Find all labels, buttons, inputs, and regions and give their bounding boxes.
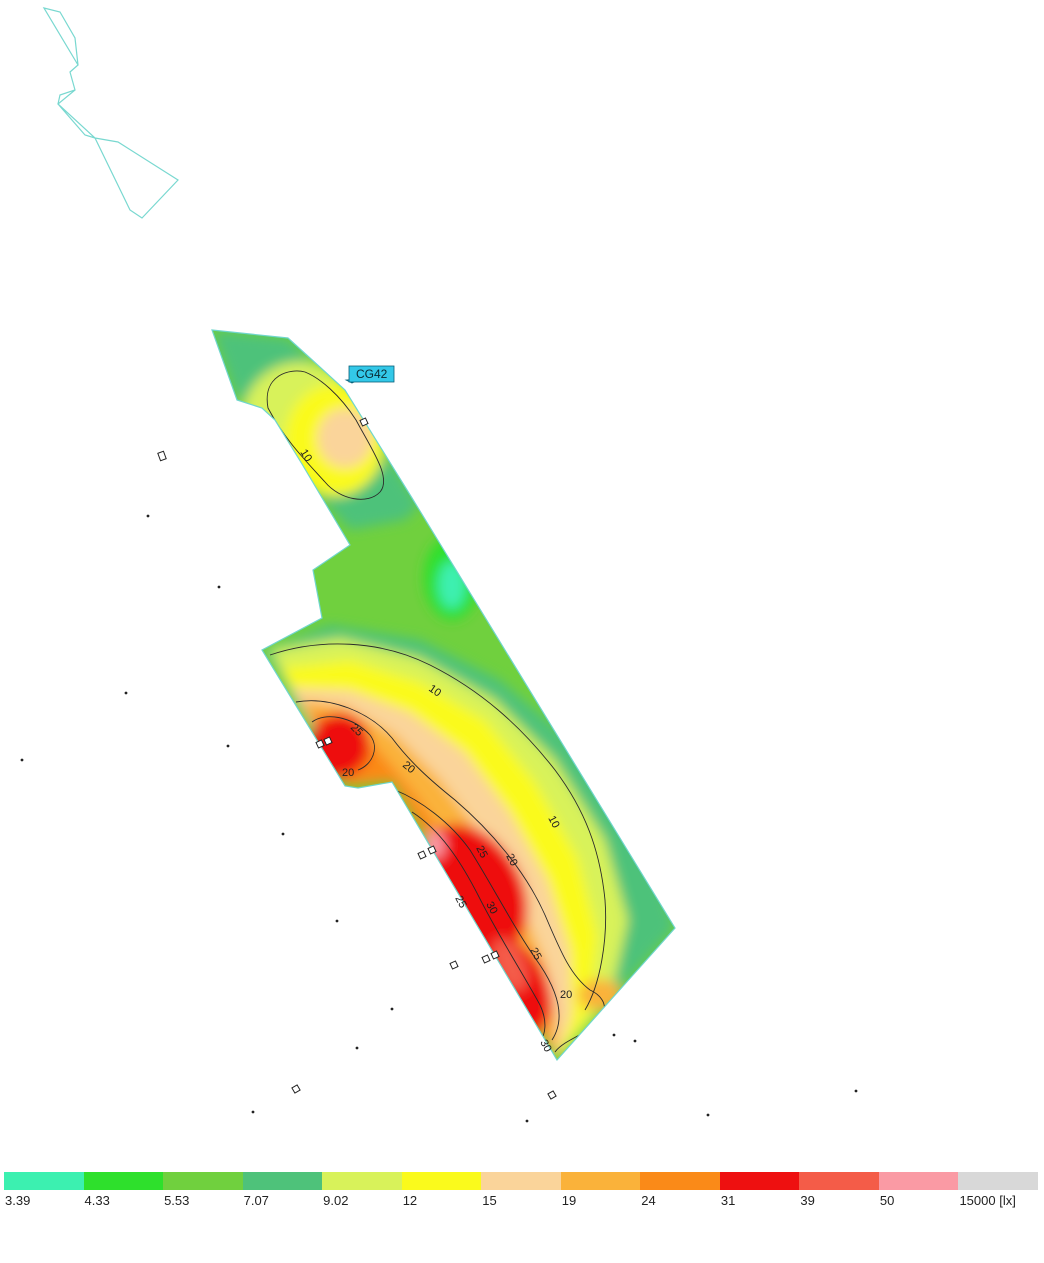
luminaire-marker[interactable] — [427, 845, 437, 855]
contour-lines — [266, 370, 607, 1053]
contour-label: 10 — [297, 447, 314, 464]
contour-label: 20 — [560, 989, 572, 1001]
point-marker — [706, 1113, 710, 1117]
legend-label: 5.53 — [164, 1193, 190, 1208]
luminaire-marker[interactable] — [417, 850, 427, 860]
contour-label: 20 — [503, 852, 519, 868]
contour-label: 25 — [452, 894, 468, 910]
legend-label: 7.07 — [243, 1193, 269, 1208]
legend-label: 4.33 — [84, 1193, 110, 1208]
contour-label: 25 — [473, 844, 489, 860]
point-markers — [20, 514, 858, 1123]
contour-label: 10 — [426, 683, 443, 700]
legend-swatch — [4, 1172, 84, 1190]
legend-label: 31 — [720, 1193, 736, 1208]
point-marker — [390, 1007, 394, 1011]
point-marker — [217, 585, 221, 589]
point-marker — [124, 691, 128, 695]
point-marker — [854, 1089, 858, 1093]
cg42-tag-label: CG42 — [356, 367, 388, 381]
point-marker — [146, 514, 150, 518]
point-marker — [633, 1039, 637, 1043]
contour-label: 30 — [483, 900, 499, 916]
legend-swatch — [163, 1172, 243, 1190]
point-marker — [20, 758, 24, 762]
legend-swatch — [481, 1172, 561, 1190]
legend-swatch — [242, 1172, 323, 1190]
point-marker — [335, 919, 339, 923]
luminaire-marker[interactable] — [490, 950, 500, 960]
legend-labels: 3.39 4.33 5.53 7.07 9.02 12 15 19 24 31 39 50 15000 … — [4, 1193, 1038, 1217]
legend-swatch — [83, 1172, 164, 1190]
luminaire-marker[interactable] — [359, 417, 369, 427]
luminaire-marker[interactable] — [323, 736, 333, 746]
point-marker — [251, 1110, 255, 1114]
legend-swatch — [401, 1172, 482, 1190]
color-scale-legend: 3.39 4.33 5.53 7.07 9.02 12 15 19 24 31 39 50 15000 … — [4, 1172, 1038, 1222]
luminaire-marker[interactable] — [449, 960, 459, 970]
upper-area-outline — [42, 7, 179, 219]
legend-label: 9.02 — [323, 1193, 349, 1208]
illuminance-heatmap — [212, 330, 675, 1060]
luminaire-markers — [157, 417, 557, 1100]
contour-label: 10 — [545, 814, 561, 830]
cg42-tag[interactable]: CG42 — [344, 365, 395, 384]
legend-swatch — [322, 1172, 402, 1190]
contour-label: 20 — [342, 767, 354, 779]
point-marker — [355, 1046, 359, 1050]
legend-label: 24 — [641, 1193, 656, 1208]
luminaire-marker[interactable] — [481, 954, 491, 964]
legend-label: 50 — [879, 1193, 895, 1208]
contour-label: 30 — [537, 1038, 553, 1054]
point-marker — [612, 1033, 616, 1037]
luminaire-marker[interactable] — [157, 450, 167, 462]
legend-swatch — [640, 1172, 720, 1190]
legend-swatch — [878, 1172, 959, 1190]
point-marker — [281, 832, 285, 836]
legend-swatch — [799, 1172, 879, 1190]
contour-label: 25 — [527, 946, 543, 962]
legend-label: 19 — [561, 1193, 577, 1208]
luminaire-marker[interactable] — [315, 739, 325, 749]
contour-labels: 10 10 25 20 20 10 25 20 25 30 25 20 30 — [297, 447, 572, 1054]
legend-label: 15000 [lx] — [959, 1193, 1016, 1208]
legend-label: 12 — [402, 1193, 418, 1208]
legend-swatch — [560, 1172, 641, 1190]
legend-swatch — [719, 1172, 800, 1190]
legend-label: 39 — [800, 1193, 815, 1208]
point-marker — [525, 1119, 529, 1123]
luminaire-marker[interactable] — [547, 1090, 557, 1100]
legend-label: 15 — [482, 1193, 497, 1208]
legend-swatch — [958, 1172, 1038, 1190]
point-marker — [226, 744, 230, 748]
area-outline — [211, 329, 676, 1062]
legend-swatches — [4, 1172, 1038, 1190]
legend-label: 3.39 — [5, 1193, 31, 1208]
luminaire-marker[interactable] — [291, 1084, 301, 1094]
